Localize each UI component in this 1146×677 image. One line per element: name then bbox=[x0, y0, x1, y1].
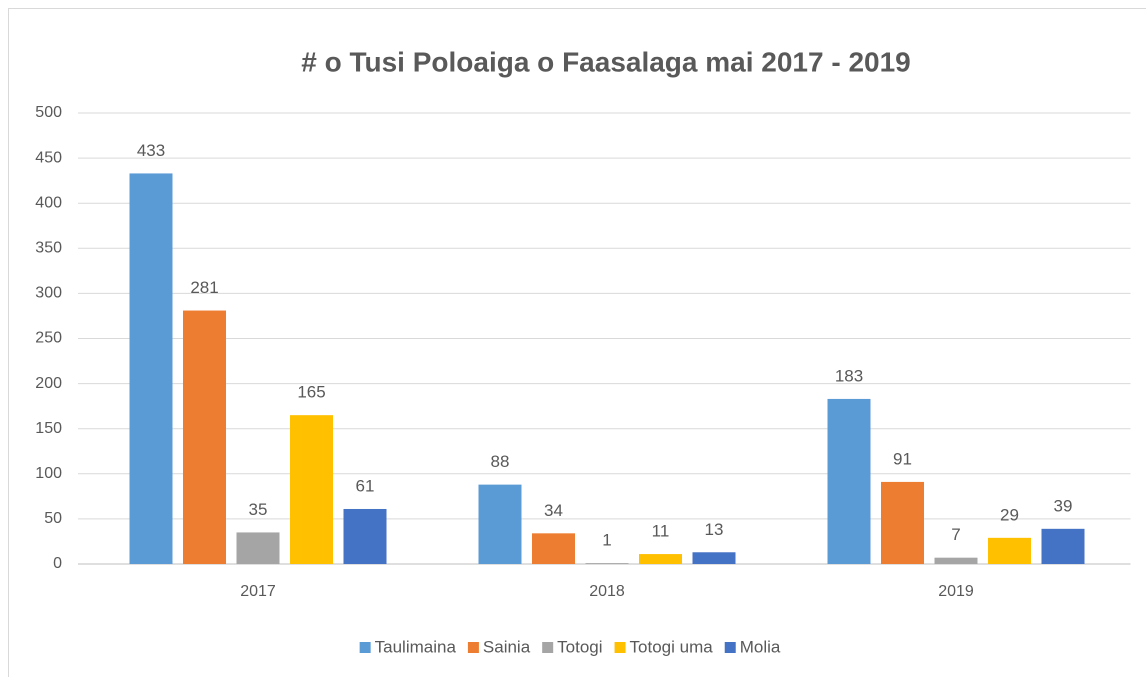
bar bbox=[692, 552, 736, 564]
y-tick-label: 200 bbox=[35, 375, 62, 392]
bar bbox=[988, 537, 1031, 564]
chart-frame bbox=[8, 8, 1146, 677]
x-tick-label: 2017 bbox=[240, 583, 276, 600]
data-label: 7 bbox=[951, 525, 960, 544]
bar bbox=[827, 398, 871, 564]
data-label: 29 bbox=[1000, 505, 1019, 524]
bar bbox=[129, 173, 173, 564]
chart-title: # o Tusi Poloaiga o Faasalaga mai 2017 -… bbox=[301, 46, 911, 77]
y-tick-label: 150 bbox=[35, 420, 62, 437]
y-tick-label: 100 bbox=[35, 465, 62, 482]
legend-label: Totogi uma bbox=[630, 637, 714, 656]
bar bbox=[478, 484, 522, 564]
y-tick-label: 0 bbox=[53, 555, 62, 572]
bar bbox=[934, 557, 978, 564]
data-label: 281 bbox=[190, 278, 218, 297]
y-tick-label: 350 bbox=[35, 240, 62, 257]
data-label: 61 bbox=[356, 476, 375, 495]
x-tick-label: 2019 bbox=[938, 583, 974, 600]
legend-marker bbox=[724, 642, 736, 653]
data-label: 35 bbox=[249, 500, 268, 519]
legend-marker bbox=[467, 642, 479, 653]
data-label: 13 bbox=[705, 520, 724, 539]
y-tick-label: 250 bbox=[35, 330, 62, 347]
bar bbox=[532, 533, 575, 564]
y-tick-label: 500 bbox=[35, 104, 62, 121]
legend-label: Molia bbox=[740, 637, 781, 656]
bar bbox=[585, 563, 629, 564]
bar bbox=[881, 481, 924, 564]
bar bbox=[290, 415, 333, 564]
data-label: 88 bbox=[491, 452, 510, 471]
data-label: 34 bbox=[544, 501, 563, 520]
data-label: 1 bbox=[602, 531, 611, 550]
legend-marker bbox=[359, 642, 371, 653]
bar bbox=[343, 508, 387, 564]
y-tick-label: 400 bbox=[35, 194, 62, 211]
bar bbox=[639, 554, 682, 564]
legend-label: Totogi bbox=[557, 637, 602, 656]
data-label: 433 bbox=[137, 141, 165, 160]
data-label: 165 bbox=[297, 383, 325, 402]
legend-label: Taulimaina bbox=[375, 637, 457, 656]
x-tick-label: 2018 bbox=[589, 583, 625, 600]
y-tick-label: 50 bbox=[44, 510, 62, 527]
data-label: 183 bbox=[835, 366, 863, 385]
legend-marker bbox=[542, 642, 554, 653]
data-label: 39 bbox=[1054, 496, 1073, 515]
data-label: 91 bbox=[893, 449, 912, 468]
legend-label: Sainia bbox=[483, 637, 531, 656]
bar bbox=[183, 310, 226, 564]
y-tick-label: 300 bbox=[35, 285, 62, 302]
y-tick-label: 450 bbox=[35, 149, 62, 166]
bar bbox=[1041, 528, 1085, 564]
bar bbox=[236, 532, 280, 564]
legend-marker bbox=[614, 642, 626, 653]
data-label: 11 bbox=[652, 522, 670, 541]
